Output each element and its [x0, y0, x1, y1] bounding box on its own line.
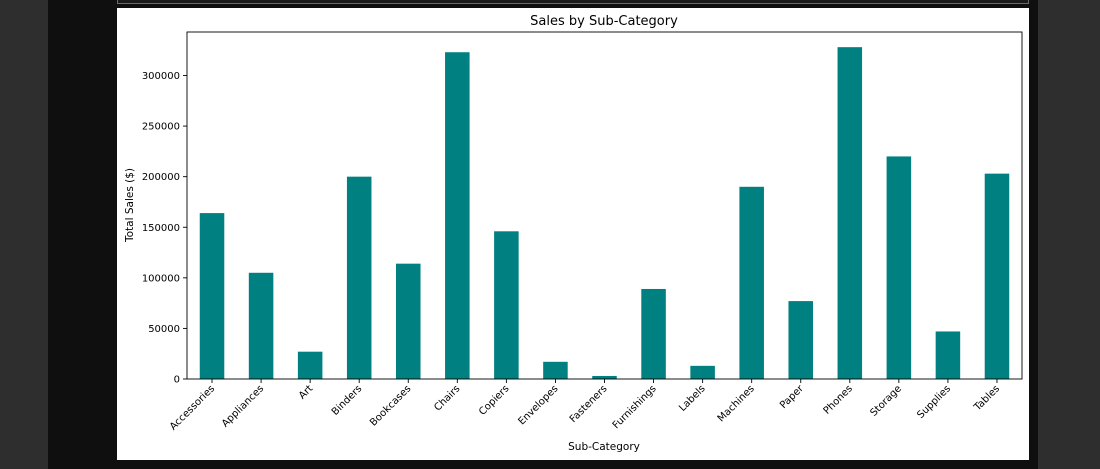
x-tick-label: Copiers: [477, 383, 511, 417]
chart-figure: Sales by Sub-Category 0 50000 100000 150000…: [117, 8, 1029, 460]
bar-furnishings: [641, 288, 666, 379]
bar-storage: [886, 156, 912, 379]
x-tick-label: Art: [297, 383, 315, 401]
x-tick-label: Paper: [778, 383, 806, 411]
x-tick-label: Accessories: [168, 383, 217, 432]
x-tick-label: Binders: [330, 383, 365, 418]
x-tick-label: Chairs: [432, 383, 462, 413]
bar-appliances: [248, 272, 274, 379]
bar-binders: [346, 176, 372, 379]
x-tick-label: Tables: [972, 383, 1002, 413]
y-tick-label: 200000: [142, 172, 180, 183]
x-tick-label: Bookcases: [368, 383, 413, 428]
bar-supplies: [935, 331, 961, 379]
bar-copiers: [494, 231, 519, 379]
x-tick-label: Envelopes: [516, 383, 560, 427]
y-tick-label: 50000: [148, 324, 180, 335]
y-tick-label: 100000: [142, 273, 180, 284]
bar-fasteners: [592, 375, 617, 379]
x-tick-label: Supplies: [915, 383, 953, 421]
previous-output-border: [117, 0, 1029, 4]
y-axis-label: Total Sales ($): [124, 168, 136, 243]
bar-machines: [739, 186, 764, 379]
x-axis: Accessories Appliances Art Binders Bookcases…: [168, 379, 1002, 433]
x-tick-label: Fasteners: [568, 383, 610, 425]
bar-chairs: [445, 52, 470, 379]
y-tick-label: 0: [174, 375, 180, 386]
x-tick-label: Machines: [716, 383, 757, 424]
y-tick-label: 150000: [142, 223, 180, 234]
bar-bookcases: [395, 263, 421, 379]
x-tick-label: Storage: [869, 383, 904, 418]
y-axis: 0 50000 100000 150000 200000 250000 300000: [142, 71, 187, 386]
x-tick-label: Labels: [677, 383, 708, 414]
bar-tables: [984, 173, 1010, 379]
bar-paper: [788, 301, 814, 379]
x-axis-label: Sub-Category: [568, 441, 640, 453]
x-tick-label: Furnishings: [611, 383, 659, 431]
bar-phones: [837, 47, 863, 379]
x-tick-label: Appliances: [220, 383, 266, 429]
y-tick-label: 250000: [142, 122, 180, 133]
bar-accessories: [199, 213, 225, 379]
bar-art: [297, 351, 323, 379]
bar-chart: Sales by Sub-Category 0 50000 100000 150000…: [124, 14, 1023, 453]
bars-group: [199, 47, 1010, 379]
chart-title: Sales by Sub-Category: [530, 14, 678, 29]
x-tick-label: Phones: [822, 383, 855, 416]
bar-envelopes: [543, 361, 568, 379]
bar-labels: [690, 365, 715, 379]
y-tick-label: 300000: [142, 71, 180, 82]
